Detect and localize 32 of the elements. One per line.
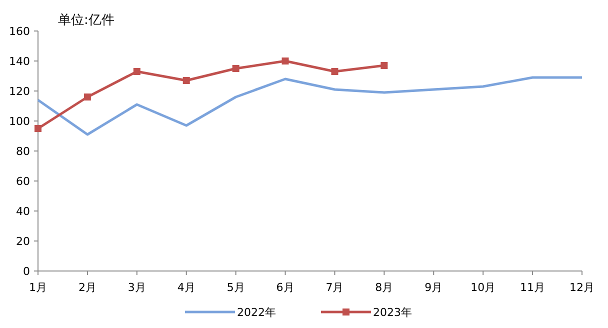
y-tick-label: 20	[16, 235, 30, 248]
point	[84, 94, 91, 100]
y-tick-label: 60	[16, 175, 30, 188]
y-tick-label: 0	[23, 265, 30, 278]
x-tick-label: 2月	[78, 281, 96, 294]
point	[34, 125, 42, 132]
x-tick-label: 1月	[29, 281, 47, 294]
x-tick-label: 11月	[520, 281, 546, 294]
x-tick-label: 5月	[226, 281, 245, 294]
point	[133, 68, 140, 75]
x-tick-label: 10月	[470, 281, 496, 294]
point	[331, 68, 338, 75]
point	[380, 62, 388, 69]
legend-label: 2023年	[373, 306, 412, 319]
y-tick-label: 120	[9, 85, 30, 98]
x-tick-label: 7月	[326, 281, 344, 294]
y-tick-label: 80	[16, 145, 30, 158]
x-tick-label: 12月	[570, 281, 594, 294]
y-tick-label: 40	[16, 205, 30, 218]
x-tick-label: 8月	[375, 281, 394, 294]
x-tick-label: 3月	[128, 281, 146, 294]
y-tick-label: 100	[9, 115, 30, 128]
y-tick-label: 140	[9, 55, 30, 68]
legend-label: 2022年	[237, 306, 276, 319]
x-tick-label: 9月	[424, 281, 443, 294]
text: 单位:亿件	[58, 13, 114, 28]
point	[232, 65, 240, 72]
x-tick-label: 6月	[276, 281, 294, 294]
y-tick-label: 160	[9, 25, 30, 38]
point	[182, 77, 190, 84]
point	[282, 58, 289, 64]
x-tick-label: 4月	[177, 281, 196, 294]
